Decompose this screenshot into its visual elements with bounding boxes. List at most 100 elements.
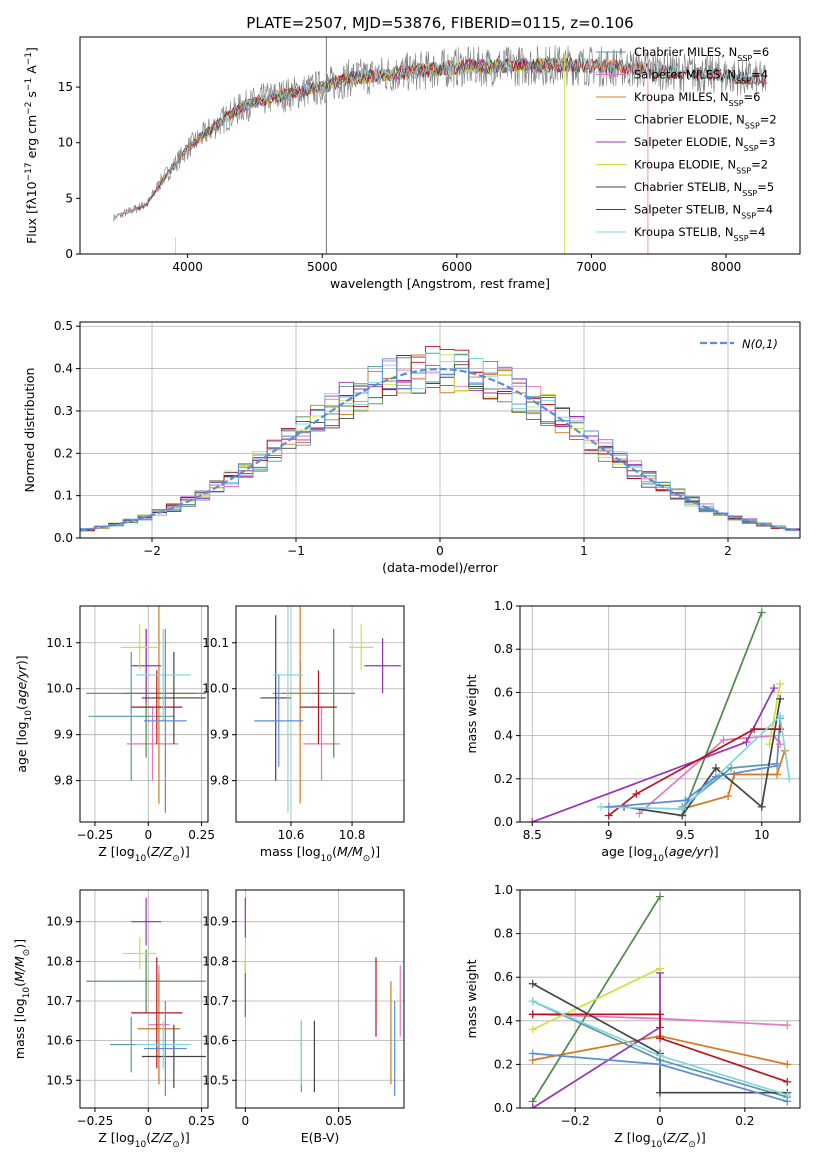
x-tick-label: 8.5 <box>523 828 542 842</box>
weight-series-marker <box>681 796 690 805</box>
x-tick-label: 0.25 <box>188 828 215 842</box>
y-tick-label: 0.0 <box>494 1101 513 1115</box>
x-tick-label: 1 <box>580 544 588 558</box>
x-axis-label: age [log10(age/yr)] <box>601 844 718 864</box>
legend-entry: Chabrier MILES, NSSP=6 <box>634 45 769 63</box>
label-part: )] <box>12 939 27 949</box>
legend-entry: Kroupa MILES, NSSP=6 <box>634 90 761 108</box>
x-axis-label-text: Z [log <box>98 844 134 859</box>
label-part: )] <box>14 655 29 665</box>
label-subscript: 10 <box>653 854 665 864</box>
label-subscript: ⊙ <box>172 854 180 864</box>
y-tick-label: 10.1 <box>46 636 73 650</box>
label-part: erg cm <box>24 115 39 163</box>
legend-label: Salpeter STELIB, N <box>634 203 741 217</box>
axes-frame <box>519 605 801 823</box>
y-axis-label: mass [log10(M/M⊙)] <box>12 939 32 1059</box>
legend-subscript: SSP <box>734 234 749 243</box>
y-tick-label: 0.8 <box>494 927 513 941</box>
label-superscript: −17 <box>24 162 34 181</box>
x-tick-label: 10 <box>754 828 769 842</box>
errorbar-point <box>137 973 181 1085</box>
y-tick-label: 10.1 <box>202 636 229 650</box>
y-axis-label: Flux [fλ10−17 erg cm−2 s−1 A−1] <box>24 47 39 244</box>
axes-frame <box>79 889 209 1109</box>
y-tick-label: 0.6 <box>494 970 513 984</box>
weight-series-marker <box>783 1021 792 1030</box>
x-axis-label: mass [log10(M/M⊙)] <box>260 844 380 864</box>
y-tick-label: 0.6 <box>494 685 513 699</box>
legend-entry: Chabrier ELODIE, NSSP=2 <box>634 113 777 131</box>
x-axis-label: wavelength [Angstrom, rest frame] <box>330 276 550 291</box>
y-axis-label: Normed distribution <box>22 368 37 493</box>
label-subscript: 10 <box>321 854 333 864</box>
weight-series-marker <box>656 1088 664 1097</box>
y-axis-label: mass weight <box>464 959 479 1038</box>
y-tick-label: 1.0 <box>494 883 513 897</box>
x-tick-label: 6000 <box>442 260 473 274</box>
weight-series-marker <box>528 979 537 988</box>
weight-series-line <box>532 982 788 1094</box>
errorbar-points <box>86 897 206 1097</box>
legend-equals: = <box>752 45 762 59</box>
x-tick-label: 0.05 <box>325 1114 352 1128</box>
errorbar-points <box>254 606 401 813</box>
errorbar-point <box>144 1000 187 1097</box>
weight-series-marker <box>635 809 644 818</box>
legend-label: Kroupa ELODIE, N <box>634 158 736 172</box>
legend-subscript: SSP <box>729 99 744 108</box>
label-part: ( <box>146 844 151 859</box>
axes-frame <box>235 889 405 1109</box>
weight-lines <box>528 608 794 822</box>
x-tick-label: 4000 <box>172 260 203 274</box>
label-part: 10 <box>24 181 39 197</box>
label-subscript: 10 <box>24 710 34 722</box>
weight-series-marker <box>727 764 736 772</box>
y-tick-label: 10.9 <box>202 915 229 929</box>
x-tick-label: 9.5 <box>676 828 695 842</box>
weight-series-marker <box>656 964 664 973</box>
label-part: )] <box>709 844 719 859</box>
y-axis-label-text: Normed distribution <box>22 368 37 493</box>
spectrum-lines <box>113 37 767 254</box>
y-tick-label: 10.0 <box>46 682 73 696</box>
y-tick-label: 10.7 <box>202 994 229 1008</box>
label-subscript: ⊙ <box>22 949 32 957</box>
residual-histograms <box>80 345 800 532</box>
legend-label: Chabrier STELIB, N <box>634 180 742 194</box>
legend-equals: = <box>760 113 770 127</box>
legend-entry: Chabrier STELIB, NSSP=5 <box>634 180 774 198</box>
weight-series-marker <box>528 1010 537 1019</box>
label-part: ] <box>24 47 39 52</box>
legend-subscript: SSP <box>745 121 760 130</box>
x-tick-label: −2 <box>143 544 161 558</box>
errorbar-point <box>88 651 174 781</box>
weight-series-line <box>681 612 763 816</box>
legend-label: Salpeter MILES, N <box>634 68 736 82</box>
x-axis-label: Z [log10(Z/Z⊙)] <box>98 1130 189 1150</box>
weight-series-marker <box>776 712 785 721</box>
x-tick-label: −0.2 <box>561 1114 590 1128</box>
errorbar-point <box>131 670 183 744</box>
y-tick-label: 10.6 <box>202 1034 229 1048</box>
label-part: )] <box>696 1130 706 1145</box>
x-tick-label: 0 <box>436 544 444 558</box>
legend-equals: = <box>751 158 761 172</box>
legend-equals: = <box>749 225 759 239</box>
x-tick-label: 10.8 <box>339 828 366 842</box>
errorbar-point <box>254 674 304 767</box>
y-tick-label: 0.4 <box>494 729 513 743</box>
label-italic: age/yr <box>669 844 710 859</box>
errorbar-point <box>349 624 374 671</box>
legend-entry: N(0,1) <box>742 337 778 351</box>
axes-frame <box>79 321 801 539</box>
y-tick-label: 0.8 <box>494 642 513 656</box>
legend-count: 4 <box>758 225 765 239</box>
y-tick-label: 0.0 <box>54 531 73 545</box>
legend-count: 4 <box>761 68 768 82</box>
y-tick-label: 9.9 <box>210 728 229 742</box>
age-vs-mass-panel: 10.6 10.8 9.8 9.9 10.0 10.1 mass [log10(M/M⊙)] <box>202 605 405 864</box>
errorbar-point <box>86 949 206 1013</box>
y-tick-label: 10.7 <box>46 994 73 1008</box>
y-tick-label: 0 <box>65 247 73 261</box>
